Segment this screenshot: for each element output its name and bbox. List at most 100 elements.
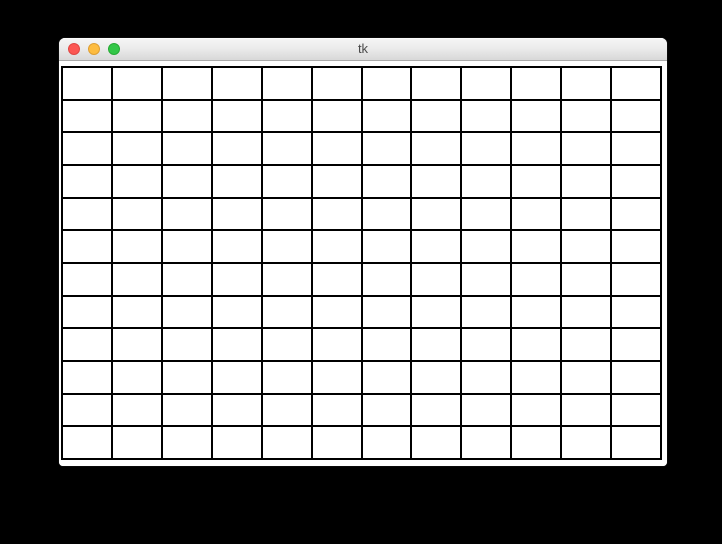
grid-cell[interactable] [462,165,511,197]
grid-cell[interactable] [262,263,311,295]
grid-cell[interactable] [112,361,161,393]
grid-cell[interactable] [262,68,311,99]
grid-cell[interactable] [612,296,660,328]
grid-cell[interactable] [112,231,161,262]
grid-cell[interactable] [362,394,411,426]
grid-cell[interactable] [262,361,311,393]
grid-cell[interactable] [562,100,611,132]
close-button[interactable] [68,43,80,55]
grid-cell[interactable] [262,329,311,360]
grid-cell[interactable] [462,263,511,295]
grid-cell[interactable] [262,427,311,458]
grid-cell[interactable] [612,68,660,99]
grid-cell[interactable] [512,263,561,295]
grid-cell[interactable] [63,198,111,230]
grid-cell[interactable] [562,68,611,99]
grid-cell[interactable] [612,263,660,295]
grid-cell[interactable] [212,394,261,426]
grid-cell[interactable] [212,133,261,164]
grid-cell[interactable] [362,427,411,458]
grid-cell[interactable] [512,133,561,164]
grid-cell[interactable] [262,296,311,328]
grid-cell[interactable] [212,427,261,458]
grid-cell[interactable] [112,68,161,99]
grid-cell[interactable] [412,361,461,393]
grid-cell[interactable] [162,165,211,197]
grid-cell[interactable] [162,394,211,426]
grid-cell[interactable] [63,231,111,262]
grid-cell[interactable] [112,100,161,132]
grid-cell[interactable] [512,198,561,230]
grid-cell[interactable] [612,361,660,393]
grid-cell[interactable] [212,296,261,328]
grid-cell[interactable] [512,329,561,360]
grid-cell[interactable] [612,231,660,262]
grid-cell[interactable] [362,263,411,295]
grid-cell[interactable] [112,427,161,458]
grid-cell[interactable] [462,133,511,164]
grid-cell[interactable] [612,165,660,197]
grid-cell[interactable] [362,329,411,360]
grid-cell[interactable] [112,198,161,230]
grid-cell[interactable] [562,231,611,262]
grid-cell[interactable] [362,165,411,197]
grid-cell[interactable] [462,68,511,99]
grid-cell[interactable] [312,133,361,164]
grid-cell[interactable] [412,231,461,262]
grid-cell[interactable] [562,133,611,164]
grid-cell[interactable] [312,394,361,426]
grid-cell[interactable] [362,361,411,393]
grid-cell[interactable] [612,329,660,360]
grid-cell[interactable] [412,68,461,99]
grid-cell[interactable] [212,165,261,197]
grid-cell[interactable] [162,263,211,295]
grid-cell[interactable] [412,100,461,132]
grid-cell[interactable] [63,100,111,132]
grid-cell[interactable] [512,100,561,132]
minimize-button[interactable] [88,43,100,55]
grid-cell[interactable] [562,198,611,230]
grid-cell[interactable] [112,165,161,197]
grid-cell[interactable] [162,427,211,458]
grid-cell[interactable] [312,68,361,99]
grid-cell[interactable] [412,427,461,458]
grid-cell[interactable] [312,100,361,132]
grid-cell[interactable] [162,231,211,262]
grid-cell[interactable] [262,198,311,230]
grid-cell[interactable] [562,296,611,328]
grid-cell[interactable] [212,263,261,295]
grid-cell[interactable] [512,394,561,426]
grid-cell[interactable] [63,361,111,393]
grid-cell[interactable] [462,296,511,328]
grid-cell[interactable] [512,361,561,393]
grid-cell[interactable] [612,198,660,230]
grid-cell[interactable] [462,329,511,360]
grid-cell[interactable] [112,263,161,295]
grid-cell[interactable] [412,165,461,197]
grid-cell[interactable] [512,68,561,99]
grid-cell[interactable] [63,165,111,197]
grid-cell[interactable] [562,427,611,458]
grid-cell[interactable] [362,231,411,262]
grid-cell[interactable] [562,329,611,360]
grid-cell[interactable] [462,231,511,262]
grid-cell[interactable] [412,394,461,426]
grid-cell[interactable] [312,361,361,393]
grid-cell[interactable] [262,231,311,262]
grid-cell[interactable] [362,198,411,230]
grid-cell[interactable] [63,329,111,360]
zoom-button[interactable] [108,43,120,55]
grid-cell[interactable] [312,329,361,360]
grid-cell[interactable] [412,133,461,164]
grid-cell[interactable] [63,427,111,458]
grid-cell[interactable] [412,198,461,230]
grid-cell[interactable] [162,133,211,164]
grid-cell[interactable] [262,165,311,197]
grid-cell[interactable] [362,68,411,99]
grid-cell[interactable] [63,296,111,328]
grid-cell[interactable] [512,427,561,458]
grid-cell[interactable] [412,329,461,360]
grid-cell[interactable] [112,296,161,328]
grid-cell[interactable] [162,296,211,328]
grid-cell[interactable] [362,100,411,132]
